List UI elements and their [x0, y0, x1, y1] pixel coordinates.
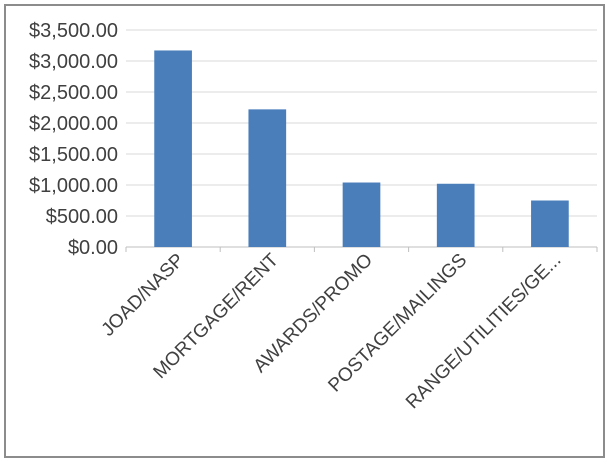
- y-tick-label: $3,000.00: [29, 51, 118, 73]
- y-tick-label: $3,500.00: [29, 20, 118, 42]
- x-axis-tick-labels: JOAD/NASPMORTGAGE/RENTAWARDS/PROMOPOSTAG…: [98, 249, 566, 413]
- y-tick-label: $1,000.00: [29, 175, 118, 197]
- bars: [154, 50, 569, 248]
- bar: [436, 183, 475, 247]
- x-tick-label: RANGE/UTILITIES/GE...: [402, 250, 565, 413]
- gridlines: [125, 29, 598, 252]
- bar: [342, 182, 381, 247]
- y-axis-tick-labels: $0.00 $500.00 $1,000.00 $1,500.00 $2,000.00 $…: [29, 20, 118, 259]
- bar: [154, 50, 192, 248]
- chart-area: [4, 4, 605, 458]
- y-tick-label: $500.00: [46, 206, 118, 228]
- bar: [248, 109, 287, 247]
- y-tick-label: $2,000.00: [29, 113, 118, 135]
- y-tick-label: $0.00: [68, 237, 118, 259]
- x-tick-label: JOAD/NASP: [98, 250, 189, 341]
- y-tick-label: $2,500.00: [29, 82, 118, 104]
- bar: [531, 200, 569, 247]
- y-tick-label: $1,500.00: [29, 144, 118, 166]
